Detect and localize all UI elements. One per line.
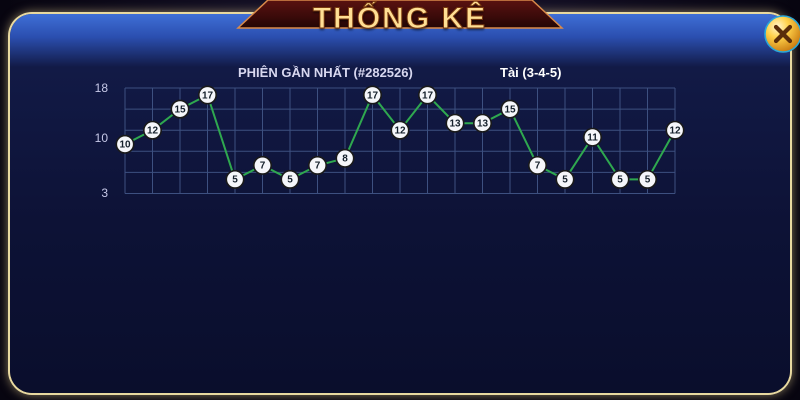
svg-text:5: 5 [645, 175, 651, 186]
svg-text:5: 5 [617, 175, 623, 186]
svg-text:11: 11 [587, 133, 598, 144]
svg-text:18: 18 [95, 81, 109, 95]
svg-text:12: 12 [147, 126, 159, 137]
svg-text:12: 12 [394, 126, 406, 137]
svg-text:10: 10 [119, 140, 131, 151]
svg-text:10: 10 [95, 131, 109, 145]
svg-text:7: 7 [315, 161, 321, 172]
svg-text:7: 7 [535, 161, 541, 172]
svg-text:3: 3 [101, 186, 108, 200]
svg-text:17: 17 [202, 90, 214, 101]
svg-text:15: 15 [174, 104, 186, 115]
svg-text:15: 15 [504, 104, 516, 115]
svg-text:13: 13 [449, 119, 461, 130]
svg-text:17: 17 [367, 90, 379, 101]
svg-text:5: 5 [232, 175, 238, 186]
svg-text:17: 17 [422, 90, 434, 101]
svg-text:12: 12 [669, 126, 681, 137]
svg-text:8: 8 [342, 154, 348, 165]
svg-text:5: 5 [287, 175, 293, 186]
svg-text:5: 5 [562, 175, 568, 186]
svg-text:13: 13 [477, 119, 489, 130]
svg-text:7: 7 [260, 161, 266, 172]
